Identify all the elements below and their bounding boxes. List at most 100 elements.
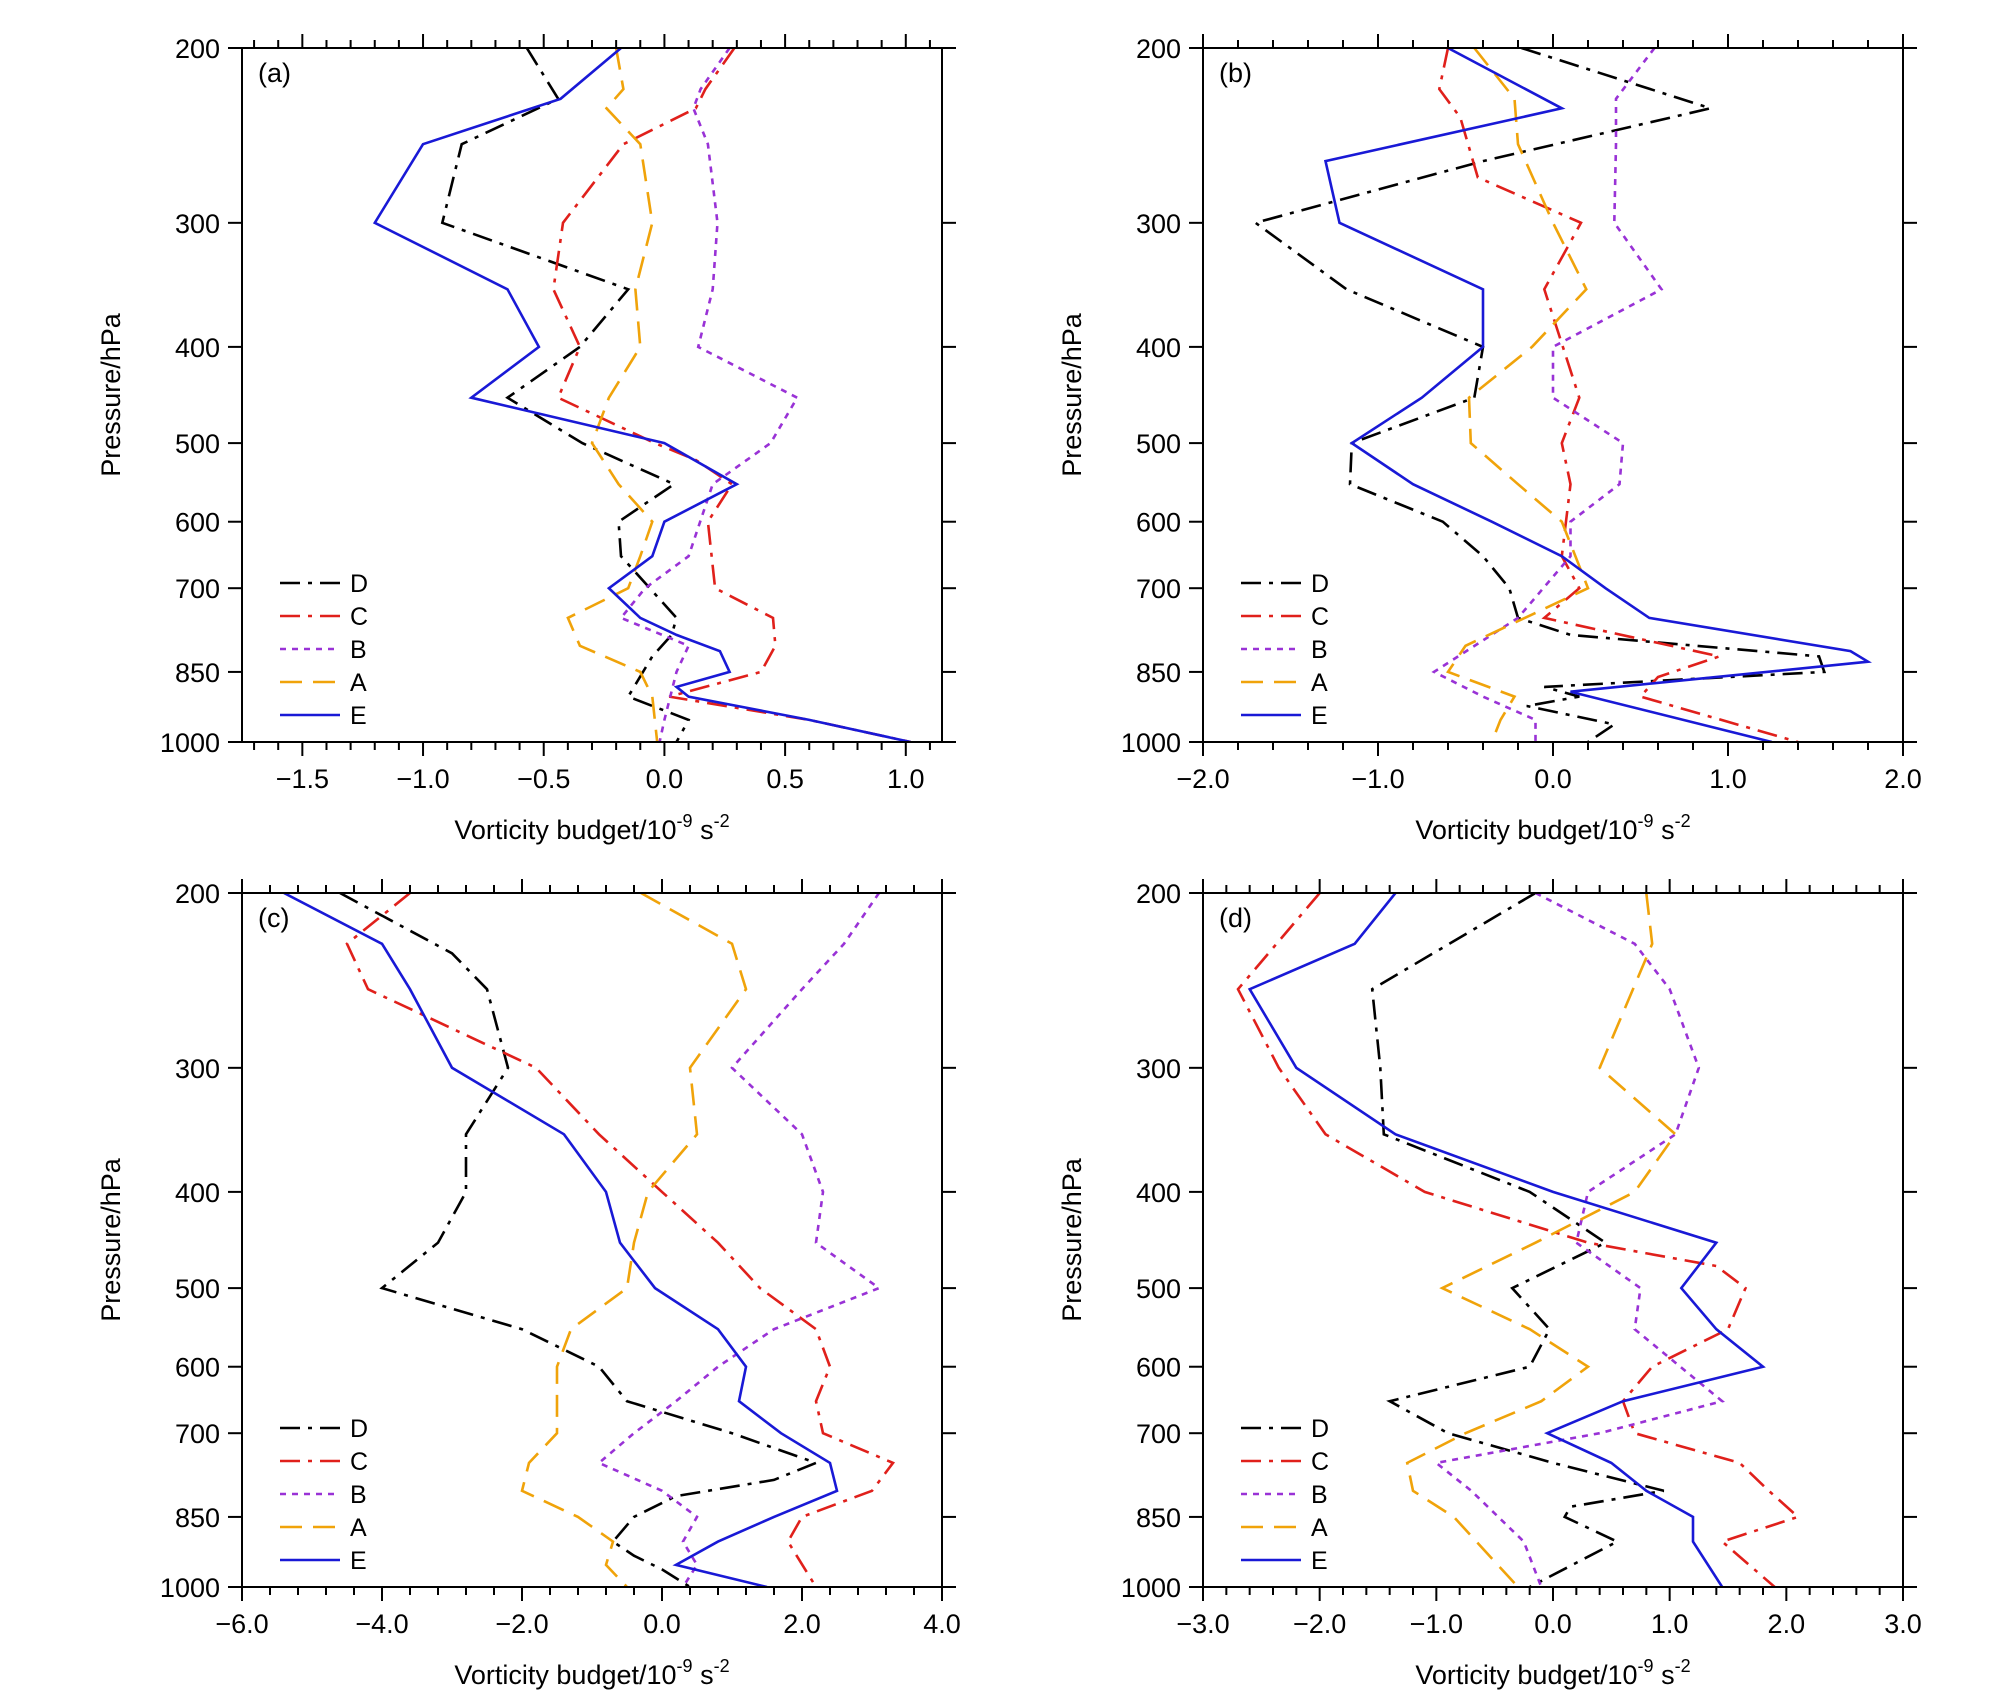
y-tick-label: 200 <box>1136 879 1181 909</box>
series-line-C <box>552 48 911 742</box>
y-tick-label: 600 <box>175 508 220 538</box>
plot-area <box>372 48 911 742</box>
legend-label-E: E <box>350 1547 367 1575</box>
x-tick-label: −1.5 <box>276 764 329 794</box>
plot-frame <box>241 892 943 1588</box>
y-tick-label: 400 <box>1136 333 1181 363</box>
panel-label: (a) <box>258 58 291 88</box>
x-tick-label: −3.0 <box>1176 1609 1229 1639</box>
series-line-D <box>339 893 820 1587</box>
y-tick-label: 700 <box>175 1419 220 1449</box>
x-tick-label: −0.5 <box>517 764 570 794</box>
y-tick-label: 1000 <box>1121 1573 1181 1603</box>
series-line-B <box>618 48 800 742</box>
y-tick-label: 700 <box>1136 1419 1181 1449</box>
y-tick-label: 600 <box>1136 1353 1181 1383</box>
x-tick-label: 0.5 <box>766 764 804 794</box>
legend-label-E: E <box>1311 702 1328 730</box>
legend-label-C: C <box>350 1448 368 1476</box>
series-line-B <box>596 893 882 1587</box>
series-line-E <box>283 893 839 1587</box>
x-tick-label: 0.0 <box>643 1609 681 1639</box>
x-tick-label: 4.0 <box>923 1609 961 1639</box>
y-tick-label: 300 <box>175 209 220 239</box>
x-tick-label: 2.0 <box>1768 1609 1806 1639</box>
legend-label-D: D <box>1311 570 1329 598</box>
series-line-D <box>440 48 691 742</box>
plot-area <box>1236 893 1801 1587</box>
y-tick-label: 850 <box>1136 1503 1181 1533</box>
x-tick-label: 0.0 <box>1534 1609 1572 1639</box>
panel-a: −1.5 −1.0 −0.5 0.0 0.5 1.0 200 300 400 500 600 700 8… <box>96 34 956 845</box>
x-axis-title: Vorticity budget/10-9 s-2 <box>454 811 729 845</box>
series-line-C <box>345 893 896 1587</box>
legend-label-B: B <box>350 636 367 664</box>
legend-label-B: B <box>1311 636 1328 664</box>
plot-frame <box>1202 892 1904 1588</box>
y-axis-title: Pressure/hPa <box>96 1157 126 1322</box>
y-tick-label: 300 <box>1136 209 1181 239</box>
x-tick-label: 1.0 <box>1709 764 1747 794</box>
series-line-D <box>1370 893 1665 1587</box>
legend-label-E: E <box>350 702 367 730</box>
y-tick-label: 400 <box>175 1178 220 1208</box>
panel-label: (d) <box>1219 903 1252 933</box>
y-axis-title: Pressure/hPa <box>96 312 126 477</box>
y-tick-label: 400 <box>1136 1178 1181 1208</box>
plot-frame <box>1202 47 1904 743</box>
series-line-A <box>1446 48 1590 742</box>
y-tick-label: 500 <box>1136 1274 1181 1304</box>
legend-label-A: A <box>1311 669 1328 697</box>
series-line-B <box>1433 893 1725 1587</box>
x-tick-label: 0.0 <box>646 764 684 794</box>
y-tick-label: 1000 <box>1121 728 1181 758</box>
series-line-E <box>1247 893 1766 1587</box>
y-tick-label: 300 <box>175 1054 220 1084</box>
plot-area <box>283 893 896 1587</box>
y-tick-label: 200 <box>175 34 220 64</box>
panel-label: (c) <box>258 903 289 933</box>
x-tick-label: −1.0 <box>1410 1609 1463 1639</box>
legend-label-C: C <box>350 603 368 631</box>
y-tick-label: 700 <box>1136 574 1181 604</box>
y-axis-title: Pressure/hPa <box>1057 1157 1087 1322</box>
x-tick-label: 1.0 <box>887 764 925 794</box>
panel-b: −2.0 −1.0 0.0 1.0 2.0 200 300 400 500 600 700 850 10… <box>1057 34 1922 845</box>
x-tick-label: −2.0 <box>495 1609 548 1639</box>
x-tick-label: −1.0 <box>396 764 449 794</box>
x-tick-label: −2.0 <box>1176 764 1229 794</box>
legend-label-C: C <box>1311 1448 1329 1476</box>
series-line-A <box>566 48 659 742</box>
panel-label: (b) <box>1219 58 1252 88</box>
y-tick-label: 200 <box>175 879 220 909</box>
x-tick-label: 3.0 <box>1884 1609 1922 1639</box>
y-tick-label: 500 <box>175 1274 220 1304</box>
series-line-E <box>1323 48 1873 742</box>
series-line-E <box>372 48 911 742</box>
y-tick-label: 1000 <box>160 728 220 758</box>
series-line-C <box>1236 893 1801 1587</box>
series-line-B <box>1431 48 1664 742</box>
x-tick-label: −4.0 <box>355 1609 408 1639</box>
legend-label-E: E <box>1311 1547 1328 1575</box>
y-tick-label: 850 <box>175 1503 220 1533</box>
y-tick-label: 850 <box>175 658 220 688</box>
legend-label-D: D <box>1311 1415 1329 1443</box>
y-tick-label: 400 <box>175 333 220 363</box>
series-line-A <box>520 893 748 1587</box>
series-line-C <box>1437 48 1799 742</box>
x-tick-label: 2.0 <box>783 1609 821 1639</box>
x-axis-title: Vorticity budget/10-9 s-2 <box>454 1656 729 1690</box>
x-tick-label: −6.0 <box>215 1609 268 1639</box>
series-line-D <box>1252 48 1827 742</box>
panel-c: −6.0 −4.0 −2.0 0.0 2.0 4.0 200 300 400 500 600 700 8… <box>96 879 961 1690</box>
y-tick-label: 1000 <box>160 1573 220 1603</box>
y-tick-label: 600 <box>1136 508 1181 538</box>
y-tick-label: 300 <box>1136 1054 1181 1084</box>
x-tick-label: −2.0 <box>1293 1609 1346 1639</box>
legend-label-D: D <box>350 570 368 598</box>
x-axis-title: Vorticity budget/10-9 s-2 <box>1415 1656 1690 1690</box>
y-axis-title: Pressure/hPa <box>1057 312 1087 477</box>
y-tick-label: 500 <box>1136 429 1181 459</box>
